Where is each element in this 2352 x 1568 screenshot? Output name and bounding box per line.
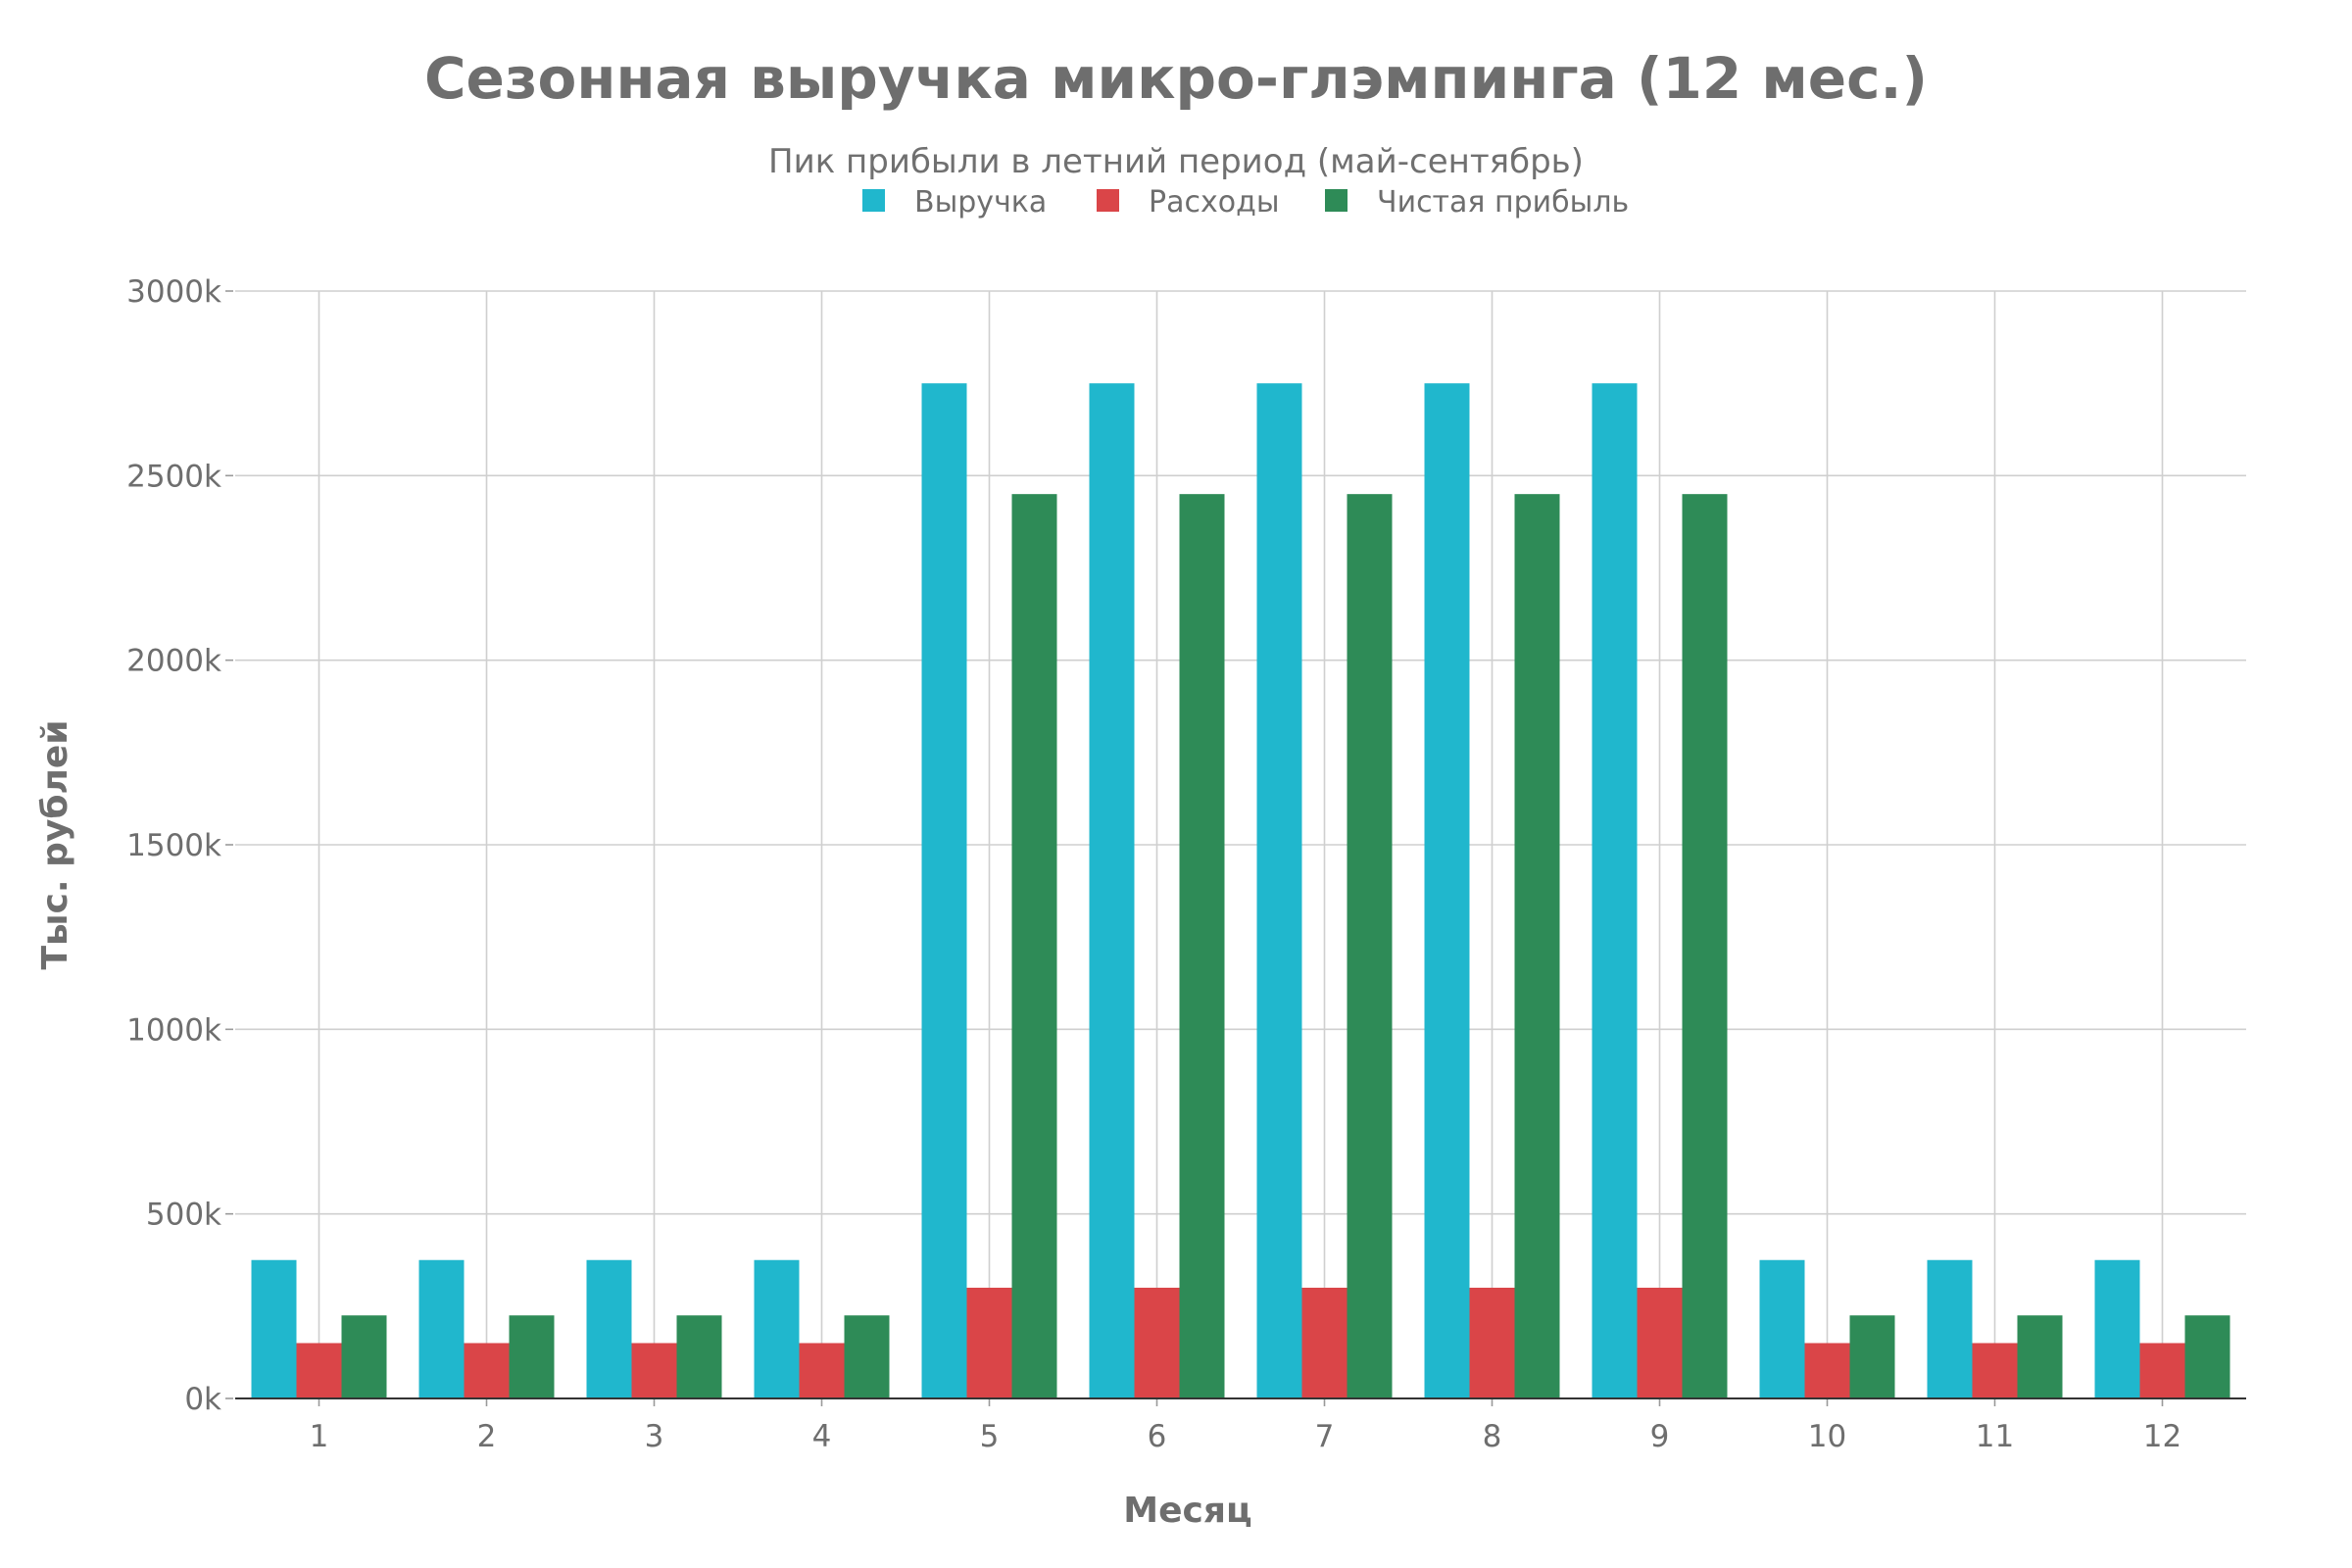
- legend-swatch: [1325, 189, 1348, 212]
- bar-revenue-month-3: [586, 1259, 632, 1398]
- bar-expenses-month-10: [1804, 1343, 1850, 1398]
- y-tick-label: 0k: [184, 1382, 221, 1417]
- x-tick-label: 6: [1148, 1419, 1167, 1454]
- x-axis: 1 2 3 4 5 6 7 8 9 10 11 12: [235, 1397, 2246, 1454]
- bar-net-profit-month-3: [676, 1315, 722, 1398]
- bar-revenue-month-12: [2094, 1259, 2140, 1398]
- bar-revenue-month-1: [251, 1259, 297, 1398]
- bar-net-profit-month-6: [1179, 494, 1225, 1399]
- bar-revenue-month-9: [1592, 383, 1638, 1399]
- x-tick-label: 4: [812, 1419, 832, 1454]
- legend-swatch: [862, 189, 885, 212]
- x-tick-label: 3: [645, 1419, 664, 1454]
- x-tick-label: 7: [1315, 1419, 1335, 1454]
- bar-revenue-month-7: [1256, 383, 1302, 1399]
- bar-net-profit-month-1: [341, 1315, 387, 1398]
- bar-expenses-month-9: [1637, 1288, 1683, 1398]
- legend-label: Выручка: [914, 185, 1047, 220]
- bar-net-profit-month-8: [1514, 494, 1560, 1399]
- y-tick-label: 3000k: [126, 274, 221, 310]
- bar-expenses-month-12: [2139, 1343, 2185, 1398]
- bar-expenses-month-4: [799, 1343, 845, 1398]
- legend-swatch: [1097, 189, 1119, 212]
- y-axis-title: Тыс. рублей: [35, 719, 75, 969]
- y-axis: 0k 500k 1000k 1500k 2000k 2500k 3000k: [126, 274, 233, 1417]
- bar-revenue-month-10: [1759, 1259, 1805, 1398]
- bar-expenses-month-1: [296, 1343, 342, 1398]
- legend: Выручка Расходы Чистая прибыль: [862, 185, 1629, 220]
- x-tick-label: 10: [1808, 1419, 1846, 1454]
- bar-revenue-month-5: [921, 383, 967, 1399]
- bar-revenue-month-6: [1089, 383, 1135, 1399]
- x-tick-label: 12: [2143, 1419, 2181, 1454]
- x-tick-label: 11: [1976, 1419, 2014, 1454]
- bar-net-profit-month-11: [2017, 1315, 2063, 1398]
- bar-net-profit-month-12: [2184, 1315, 2230, 1398]
- bar-revenue-month-2: [418, 1259, 465, 1398]
- bar-net-profit-month-2: [509, 1315, 555, 1398]
- bar-revenue-month-4: [754, 1259, 800, 1398]
- x-tick-label: 5: [980, 1419, 1000, 1454]
- bar-series: [251, 383, 2230, 1399]
- bar-net-profit-month-7: [1347, 494, 1393, 1399]
- x-tick-label: 2: [477, 1419, 497, 1454]
- bar-net-profit-month-5: [1011, 494, 1057, 1399]
- bar-expenses-month-7: [1301, 1288, 1348, 1398]
- bar-revenue-month-8: [1424, 383, 1470, 1399]
- y-tick-label: 1500k: [126, 828, 221, 863]
- bar-net-profit-month-4: [844, 1315, 890, 1398]
- y-tick-label: 2500k: [126, 459, 221, 494]
- x-tick-label: 9: [1650, 1419, 1670, 1454]
- x-tick-label: 1: [310, 1419, 329, 1454]
- bar-expenses-month-11: [1972, 1343, 2018, 1398]
- x-axis-title: Месяц: [1123, 1491, 1251, 1531]
- bar-net-profit-month-10: [1849, 1315, 1895, 1398]
- bar-revenue-month-11: [1927, 1259, 1973, 1398]
- y-tick-label: 1000k: [126, 1012, 221, 1048]
- bar-expenses-month-5: [966, 1288, 1012, 1398]
- chart-title: Сезонная выручка микро-глэмпинга (12 мес…: [424, 45, 1928, 112]
- bar-expenses-month-2: [464, 1343, 510, 1398]
- bar-expenses-month-6: [1134, 1288, 1180, 1398]
- legend-label: Чистая прибыль: [1377, 185, 1629, 220]
- bar-net-profit-month-9: [1682, 494, 1728, 1399]
- horizontal-gridlines: [235, 290, 2246, 1215]
- y-tick-label: 500k: [146, 1198, 221, 1233]
- bar-expenses-month-3: [631, 1343, 677, 1398]
- bar-expenses-month-8: [1469, 1288, 1515, 1398]
- x-tick-label: 8: [1483, 1419, 1502, 1454]
- legend-label: Расходы: [1149, 185, 1280, 220]
- chart-subtitle: Пик прибыли в летний период (май-сентябр…: [768, 142, 1584, 181]
- y-tick-label: 2000k: [126, 644, 221, 679]
